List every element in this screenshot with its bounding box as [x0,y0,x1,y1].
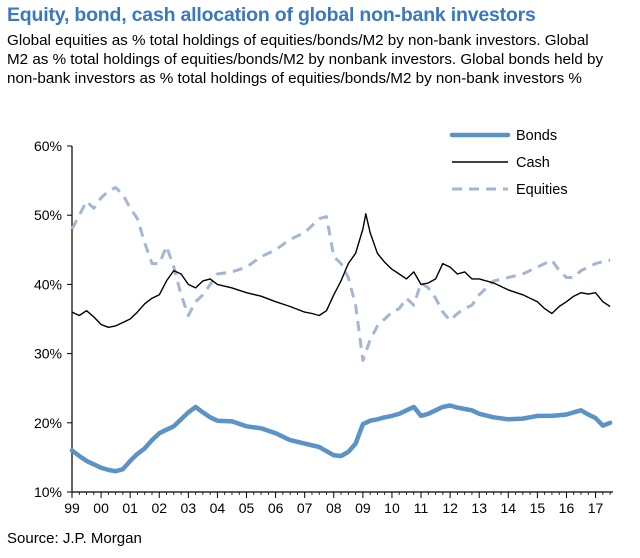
chart-subtitle: Global equities as % total holdings of e… [7,32,604,87]
y-tick-label: 10% [34,484,62,500]
y-tick-label: 30% [34,346,62,362]
x-tick-label: 10 [384,500,400,516]
chart-axes: 10% 20% 30% 40% 50% 60% 99 00 01 02 03 04 05 06 07 08 09… [34,138,613,516]
x-tick-label: 02 [151,500,167,516]
x-tick-label: 15 [530,500,546,516]
y-tick-label: 60% [34,138,62,154]
legend-label-equities: Equities [516,182,568,198]
x-tick-label: 07 [297,500,313,516]
y-tick-label: 50% [34,207,62,223]
x-tick-label: 00 [93,500,109,516]
x-tick-label: 11 [414,500,429,516]
x-tick-label: 12 [442,500,458,516]
legend-label-cash: Cash [516,155,550,171]
x-tick-label: 16 [559,500,575,516]
x-tick-label: 05 [239,500,255,516]
legend-label-bonds: Bonds [516,128,557,144]
series-line-equities [70,186,611,362]
x-tick-label: 99 [64,500,80,516]
x-tick-label: 09 [355,500,371,516]
x-tick-label: 06 [268,500,284,516]
series-layer [69,186,613,474]
x-tick-label: 04 [210,500,226,516]
series-line-cash [71,213,611,328]
x-tick-label: 17 [588,500,604,516]
x-tick-label: 14 [501,500,517,516]
y-tick-label: 20% [34,415,62,431]
x-tick-label: 03 [181,500,197,516]
y-tick-label: 40% [34,276,62,292]
chart-title: Equity, bond, cash allocation of global … [7,4,536,26]
chart-source: Source: J.P. Morgan [7,530,142,547]
x-tick-label: 08 [326,500,342,516]
x-tick-label: 13 [471,500,487,516]
x-tick-label: 01 [122,500,138,516]
series-line-bonds [69,403,613,474]
chart-legend: Bonds Cash Equities [449,128,568,198]
